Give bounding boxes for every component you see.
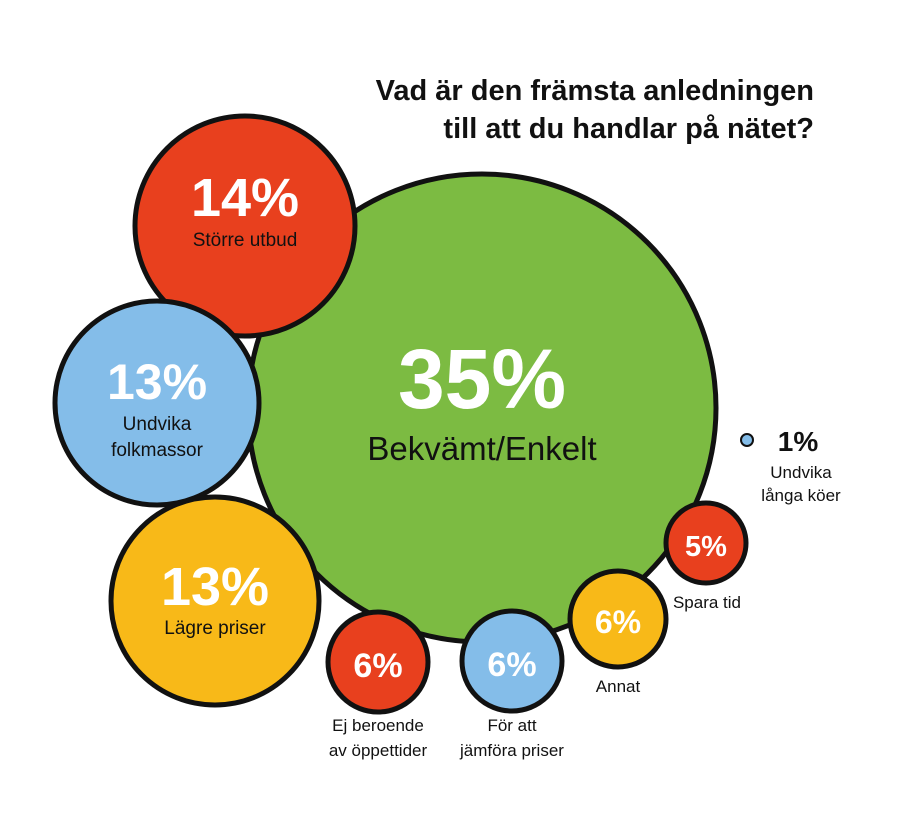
bubble-value-label: 13% xyxy=(161,557,269,617)
bubble xyxy=(132,113,358,339)
bubble-group: 1% Undvika långa köer xyxy=(740,426,841,505)
bubble xyxy=(567,568,669,670)
bubble xyxy=(663,500,749,586)
bubbles-layer: 35% Bekvämt/Enkelt 14%Större utbud 13% Undvi… xyxy=(52,113,841,760)
bubble-value-label: 6% xyxy=(487,646,536,684)
bubble-category-label: Spara tid xyxy=(673,593,741,612)
bubble-category-label: Undvika xyxy=(123,414,192,435)
bubble-category-label: Lägre priser xyxy=(164,618,266,639)
bubble-value-label: 1% xyxy=(778,426,819,457)
bubble-category-label: folkmassor xyxy=(111,440,204,461)
bubble-value-label: 13% xyxy=(107,354,207,410)
bubble-category-label: av öppettider xyxy=(329,741,428,760)
chart-title-line-2: till att du handlar på nätet? xyxy=(443,113,814,145)
bubble-group: 13%Lägre priser xyxy=(108,494,322,708)
bubble-category-label: Bekvämt/Enkelt xyxy=(367,430,596,467)
bubble-group: 6% För att jämföra priser xyxy=(459,608,565,760)
bubble-value-label: 6% xyxy=(595,604,641,640)
bubble-value-label: 14% xyxy=(191,168,299,228)
bubble xyxy=(459,608,565,714)
bubble-value-label: 6% xyxy=(353,647,402,685)
bubble-value-label: 5% xyxy=(685,531,727,563)
bubble-value-label: 35% xyxy=(398,332,566,426)
bubble xyxy=(740,433,754,447)
chart-title-line-1: Vad är den främsta anledningen xyxy=(376,75,814,107)
bubble-category-label: jämföra priser xyxy=(459,741,564,760)
bubble-category-label: långa köer xyxy=(761,486,841,505)
bubble-group: 14%Större utbud xyxy=(132,113,358,339)
bubble-group: 5% Spara tid xyxy=(663,500,749,612)
bubble-group: 13% Undvika folkmassor xyxy=(52,298,262,508)
bubble-category-label: Ej beroende xyxy=(332,716,424,735)
chart-title: Vad är den främsta anledningen till att … xyxy=(376,75,814,145)
bubble xyxy=(325,609,431,715)
bubble-category-label: Större utbud xyxy=(193,230,298,251)
bubble-group: 6% Annat xyxy=(567,568,669,696)
bubble-group: 35% Bekvämt/Enkelt xyxy=(245,171,719,645)
bubble-category-label: Annat xyxy=(596,677,641,696)
bubble-group: 6% Ej beroende av öppettider xyxy=(325,609,431,760)
bubble xyxy=(108,494,322,708)
bubble-category-label: Undvika xyxy=(770,463,832,482)
bubble-category-label: För att xyxy=(487,716,536,735)
bubble xyxy=(52,298,262,508)
